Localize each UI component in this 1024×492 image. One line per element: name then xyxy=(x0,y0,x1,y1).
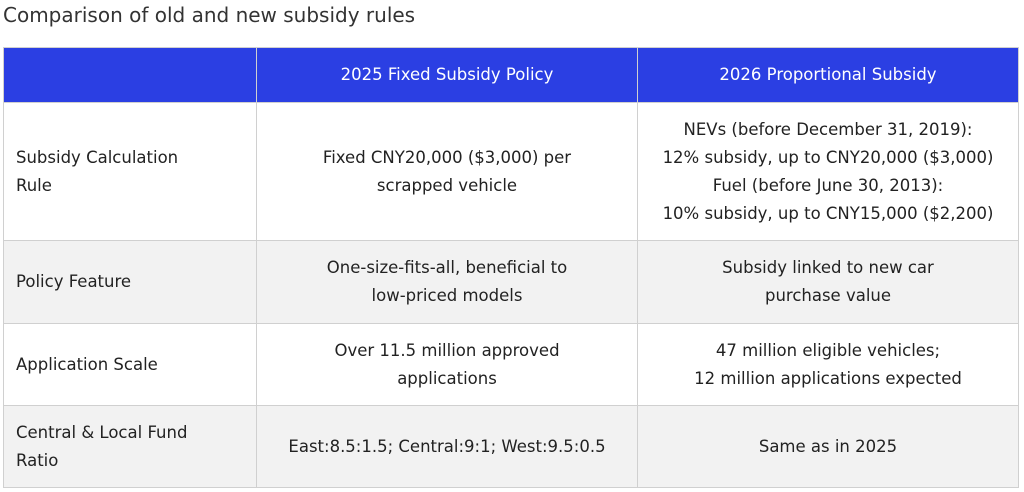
cell-line: 12% subsidy, up to CNY20,000 ($3,000) xyxy=(662,147,994,167)
cell-line: 47 million eligible vehicles; xyxy=(715,340,941,360)
cell-line: Same as in 2025 xyxy=(758,436,898,456)
header-cell: 2026 Proportional Subsidy xyxy=(637,47,1019,103)
table-cell: Fixed CNY20,000 ($3,000) per scrapped veh… xyxy=(256,102,638,241)
cell-line: applications xyxy=(397,368,497,388)
row-label: Policy Feature xyxy=(3,240,257,324)
cell-line: scrapped vehicle xyxy=(376,175,518,195)
cell-line: East:8.5:1.5; Central:9:1; West:9.5:0.5 xyxy=(288,436,606,456)
table-cell: 47 million eligible vehicles; 12 million … xyxy=(637,323,1019,406)
table-cell: Same as in 2025 xyxy=(637,405,1019,488)
table-row: Policy Feature One-size-fits-all, benefic… xyxy=(3,240,1019,324)
comparison-table: 2025 Fixed Subsidy Policy 2026 Proportion… xyxy=(3,47,1019,488)
label-line: Policy Feature xyxy=(16,272,132,291)
label-line: Ratio xyxy=(16,450,59,470)
table-cell: Over 11.5 million approved applications xyxy=(256,323,638,406)
label-line: Rule xyxy=(16,175,52,195)
table-cell: East:8.5:1.5; Central:9:1; West:9.5:0.5 xyxy=(256,405,638,488)
header-cell: 2025 Fixed Subsidy Policy xyxy=(256,47,638,103)
cell-line: Fuel (before June 30, 2013): xyxy=(712,175,944,195)
cell-line: low-priced models xyxy=(371,286,523,305)
label-line: Subsidy Calculation xyxy=(16,147,179,167)
cell-line: 10% subsidy, up to CNY15,000 ($2,200) xyxy=(662,203,994,223)
label-line: Central & Local Fund xyxy=(16,422,188,442)
cell-line: NEVs (before December 31, 2019): xyxy=(683,119,973,139)
cell-line: Fixed CNY20,000 ($3,000) per xyxy=(322,147,572,167)
header-row: 2025 Fixed Subsidy Policy 2026 Proportion… xyxy=(3,47,1019,103)
table-row: Subsidy Calculation Rule Fixed CNY20,000 (… xyxy=(3,102,1019,241)
table-cell: Subsidy linked to new car purchase value xyxy=(637,240,1019,324)
table-cell: NEVs (before December 31, 2019): 12% subs… xyxy=(637,102,1019,241)
row-label: Subsidy Calculation Rule xyxy=(3,102,257,241)
row-label: Application Scale xyxy=(3,323,257,406)
cell-line: purchase value xyxy=(764,286,892,305)
table-row: Application Scale Over 11.5 million appro… xyxy=(3,323,1019,406)
header-cell xyxy=(3,47,257,103)
label-line: Application Scale xyxy=(16,354,158,374)
table-cell: One-size-fits-all, beneficial to low-pric… xyxy=(256,240,638,324)
cell-line: Subsidy linked to new car xyxy=(722,258,934,277)
cell-line: 12 million applications expected xyxy=(694,368,962,388)
title: Comparison of old and new subsidy rules xyxy=(3,3,416,27)
row-label: Central & Local Fund Ratio xyxy=(3,405,257,488)
cell-line: Over 11.5 million approved xyxy=(334,340,560,360)
table-row: Central & Local Fund Ratio East:8.5:1.5; C… xyxy=(3,405,1019,488)
cell-line: One-size-fits-all, beneficial to xyxy=(326,258,568,277)
